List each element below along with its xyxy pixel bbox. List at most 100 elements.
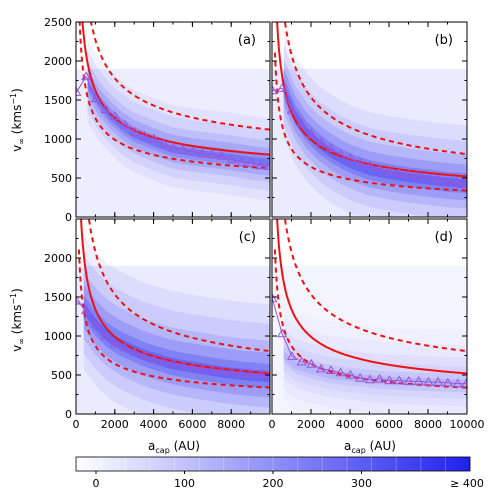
marker-triangle xyxy=(296,356,307,366)
panel-c: 0 2000 4000 6000 8000 0 500 1000 1500 2000 (c) xyxy=(44,218,271,431)
marker-triangle xyxy=(158,138,169,148)
y-axis-label-top: v∞ (kms−1) xyxy=(9,88,26,152)
marker-triangle xyxy=(355,157,366,167)
marker-triangle xyxy=(168,142,179,152)
marker-triangle xyxy=(374,373,385,383)
x-label-sub: cap xyxy=(351,446,365,455)
marker-triangle xyxy=(461,378,467,388)
marker-triangle xyxy=(325,143,336,152)
marker-triangle xyxy=(264,369,270,379)
y-label-close: ) xyxy=(10,88,24,93)
marker-triangle xyxy=(100,104,111,113)
marker-triangle xyxy=(384,375,395,385)
x-tick-label: 4000 xyxy=(336,418,364,431)
marker-triangle xyxy=(403,375,414,385)
marker-triangle xyxy=(148,354,160,363)
x-tick-label: 2000 xyxy=(297,418,325,431)
marker-triangle xyxy=(452,378,463,388)
x-label-main: a xyxy=(148,439,155,453)
marker-triangle xyxy=(442,176,453,186)
x-tick-label: 2000 xyxy=(101,418,129,431)
marker-triangle xyxy=(158,355,169,365)
marker-triangle xyxy=(286,351,297,360)
colorbar-tick-label: 300 xyxy=(351,477,372,490)
marker-triangle xyxy=(148,133,160,143)
marker-triangle xyxy=(100,330,111,340)
lower-bound-curve xyxy=(77,249,270,389)
colorbar: 0 100 200 300 ≥ 400 xyxy=(75,456,484,490)
plot-background xyxy=(76,219,270,414)
marker-triangle xyxy=(423,376,434,386)
x-label-unit: (AU) xyxy=(174,439,200,453)
density-band xyxy=(283,337,467,400)
colorbar-tick-label: 0 xyxy=(93,477,100,490)
marker-triangle xyxy=(178,144,189,154)
marker-triangle xyxy=(403,169,414,179)
mean-curve xyxy=(276,22,467,178)
lower-bound-curve xyxy=(273,52,467,192)
plot-area xyxy=(76,22,270,217)
marker-triangle xyxy=(245,368,257,378)
colorbar-max-label: ≥ 400 xyxy=(450,477,484,490)
y-tick-label: 0 xyxy=(65,408,72,421)
density-band xyxy=(87,69,270,176)
panel-label: (b) xyxy=(435,33,453,48)
density-band xyxy=(83,295,270,389)
marker-triangle xyxy=(207,365,218,374)
marker-triangle xyxy=(394,375,405,385)
marker-triangle xyxy=(286,104,297,114)
marker-triangle xyxy=(364,160,375,170)
y-tick-label: 1000 xyxy=(44,330,72,343)
plot-area xyxy=(272,219,467,414)
y-tick-label: 0 xyxy=(65,211,72,224)
marker-triangle xyxy=(461,178,467,188)
y-label-exp: −1 xyxy=(9,93,18,105)
marker-triangle xyxy=(207,149,218,159)
y-tick-label: 1500 xyxy=(44,291,72,304)
marker-triangle xyxy=(110,111,121,120)
marker-triangle xyxy=(255,160,266,170)
colorbar-tick-label: 200 xyxy=(263,477,284,490)
marker-triangle xyxy=(325,365,336,374)
x-axis-label-left: acap (AU) xyxy=(148,439,200,455)
marker-triangle xyxy=(433,174,444,184)
lower-bound-curve xyxy=(273,249,467,389)
y-tick-label: 2000 xyxy=(44,55,72,68)
marker-triangle xyxy=(335,367,346,377)
marker-triangle xyxy=(81,305,92,314)
marker-triangle xyxy=(187,146,198,156)
density-band xyxy=(283,29,467,217)
x-tick-label: 8000 xyxy=(414,418,442,431)
y-tick-label: 500 xyxy=(51,369,72,382)
marker-triangle xyxy=(129,347,140,356)
marker-triangle xyxy=(433,376,444,386)
x-label-main: a xyxy=(344,439,351,453)
y-tick-label: 1500 xyxy=(44,94,72,107)
marker-triangle xyxy=(345,369,356,379)
marker-triangle xyxy=(197,148,208,158)
x-tick-label: 6000 xyxy=(375,418,403,431)
upper-bound-curve xyxy=(89,22,270,131)
upper-bound-curve xyxy=(283,219,467,353)
marker-triangle xyxy=(306,358,317,368)
panel-d: 0 2000 4000 6000 8000 10000 (d) xyxy=(269,218,485,431)
density-haze xyxy=(272,265,467,414)
density-band xyxy=(283,351,467,389)
plot-background xyxy=(76,22,270,217)
marker-triangle xyxy=(216,150,227,160)
y-tick-label: 1000 xyxy=(44,133,72,146)
x-tick-label: 10000 xyxy=(450,418,485,431)
marker-triangle xyxy=(216,365,227,375)
marker-triangle xyxy=(139,350,150,360)
plot-background xyxy=(272,22,467,217)
density-band xyxy=(87,39,270,201)
mean-curve xyxy=(81,22,270,156)
y-label-exp: −1 xyxy=(9,293,18,305)
marker-triangle xyxy=(168,358,179,367)
marker-triangle xyxy=(374,163,385,173)
x-label-sub: cap xyxy=(155,446,169,455)
y-label-main: v xyxy=(10,145,24,152)
density-band xyxy=(87,61,270,182)
y-tick-label: 2000 xyxy=(44,252,72,265)
marker-triangle xyxy=(264,161,270,170)
